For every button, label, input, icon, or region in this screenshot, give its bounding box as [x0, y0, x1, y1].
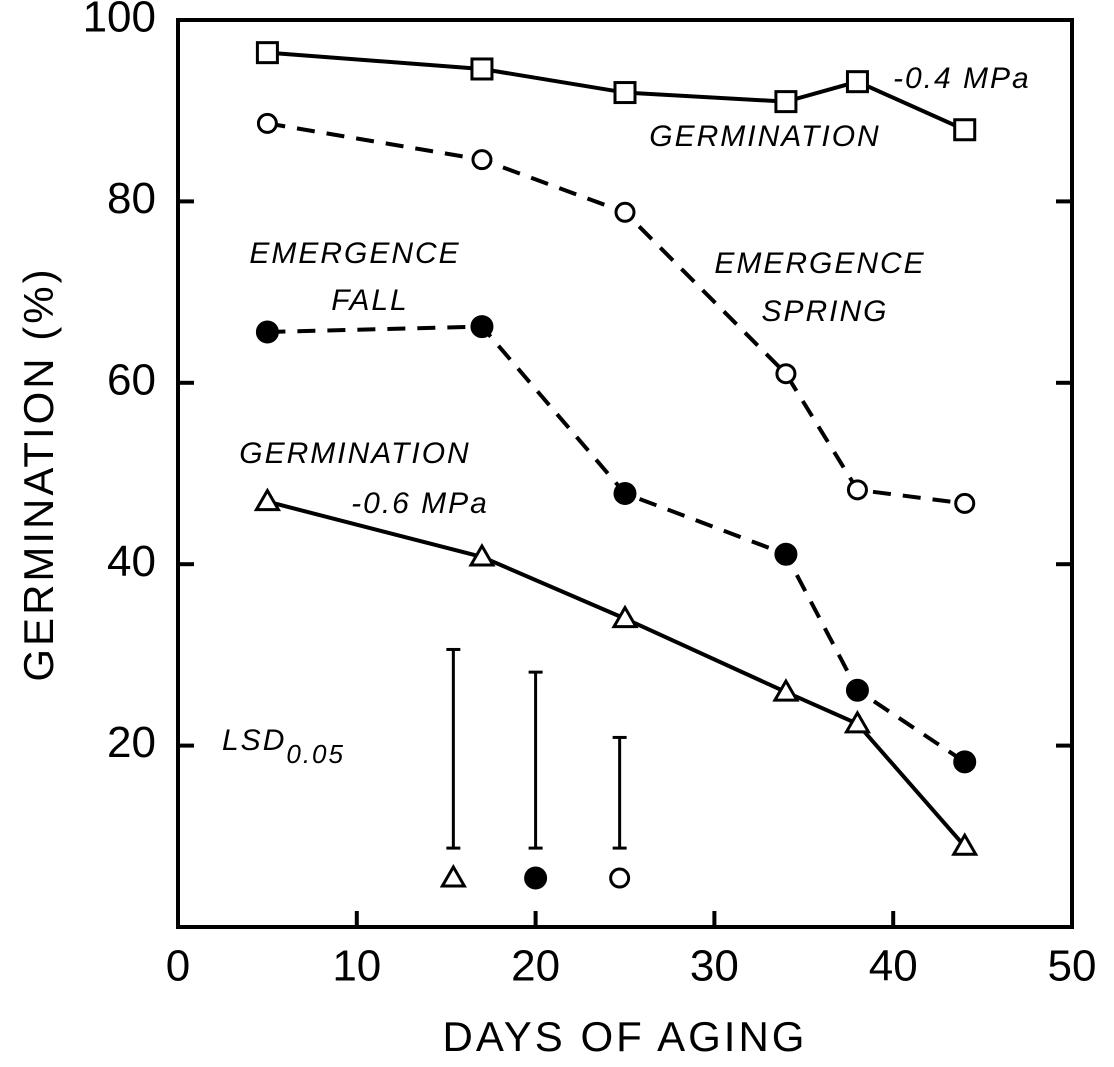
marker [439, 864, 467, 888]
marker [470, 57, 494, 81]
annotation: EMERGENCE [714, 247, 925, 280]
marker [772, 678, 800, 702]
y-tick-label: 100 [83, 0, 156, 42]
annotation: -0.6 MPa [351, 487, 489, 520]
annotation: -0.4 MPa [893, 62, 1031, 95]
marker [470, 315, 494, 339]
series-line [267, 50, 966, 132]
annotation: GERMINATION [239, 437, 470, 470]
series-line [267, 121, 965, 506]
y-tick-label: 80 [107, 174, 156, 223]
marker [256, 112, 278, 134]
marker [953, 750, 977, 774]
lsd-label: LSD0.05 [222, 724, 345, 769]
marker [843, 709, 872, 734]
lsd-label-main: LSD [222, 724, 286, 757]
annotation: SPRING [761, 295, 888, 328]
series-line [266, 499, 967, 848]
annotation: FALL [331, 284, 408, 317]
y-tick-label: 20 [107, 718, 156, 767]
marker [609, 867, 631, 889]
y-tick-label: 40 [107, 537, 156, 586]
marker [953, 118, 977, 142]
series-line [267, 324, 966, 764]
marker [468, 542, 496, 567]
marker [255, 41, 279, 65]
x-tick-label: 50 [1048, 942, 1097, 991]
x-tick-label: 30 [690, 942, 739, 991]
x-axis-title: DAYS OF AGING [443, 1013, 808, 1060]
marker [613, 81, 637, 105]
marker [255, 320, 279, 344]
lsd-label-sub: 0.05 [286, 739, 345, 769]
marker [524, 866, 548, 890]
marker [845, 678, 869, 702]
marker [954, 492, 976, 514]
x-tick-label: 20 [511, 942, 560, 991]
marker [775, 363, 797, 385]
marker [951, 832, 979, 856]
marker [774, 542, 798, 566]
annotation: GERMINATION [649, 120, 880, 153]
x-tick-label: 0 [166, 942, 190, 991]
marker [846, 479, 868, 501]
y-tick-label: 60 [107, 355, 156, 404]
marker [471, 149, 493, 171]
marker [614, 201, 636, 223]
x-tick-label: 10 [332, 942, 381, 991]
marker [774, 90, 798, 114]
annotation: EMERGENCE [249, 237, 460, 270]
y-axis-title: GERMINATION (%) [15, 266, 62, 681]
marker [253, 487, 282, 512]
marker [613, 481, 637, 505]
x-tick-label: 40 [869, 942, 918, 991]
marker [845, 70, 869, 94]
plot-frame [176, 18, 1074, 929]
marker [611, 604, 639, 629]
